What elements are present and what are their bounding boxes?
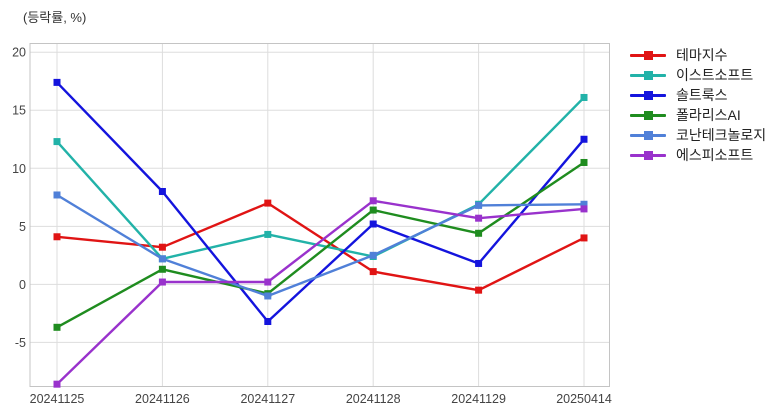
legend-line-marker-icon [630, 130, 666, 140]
legend-item-spsoft[interactable]: 에스피소프트 [630, 145, 766, 165]
legend-item-themaindex[interactable]: 테마지수 [630, 45, 766, 65]
legend-item-polarisai[interactable]: 폴라리스AI [630, 105, 766, 125]
legend-item-konantech[interactable]: 코난테크놀로지 [630, 125, 766, 145]
svg-text:20: 20 [12, 46, 26, 60]
legend-line-marker-icon [630, 110, 666, 120]
legend-line-marker-icon [630, 50, 666, 60]
svg-text:10: 10 [12, 162, 26, 176]
svg-text:20241129: 20241129 [451, 392, 506, 406]
legend-item-saltlux[interactable]: 솔트룩스 [630, 85, 766, 105]
legend-label: 테마지수 [676, 47, 728, 63]
legend-line-marker-icon [630, 70, 666, 80]
legend-label: 코난테크놀로지 [676, 127, 767, 143]
svg-text:0: 0 [19, 278, 26, 292]
legend: 테마지수 이스트소프트 솔트룩스 폴라리스AI 코난테크놀로지 에스피소프트 [630, 45, 766, 165]
svg-text:5: 5 [19, 220, 26, 234]
svg-text:20241125: 20241125 [30, 392, 85, 406]
svg-text:20241126: 20241126 [135, 392, 190, 406]
legend-line-marker-icon [630, 150, 666, 160]
svg-text:20241127: 20241127 [240, 392, 295, 406]
svg-text:15: 15 [12, 104, 26, 118]
legend-label: 에스피소프트 [676, 147, 754, 163]
legend-line-marker-icon [630, 90, 666, 100]
legend-label: 이스트소프트 [676, 67, 754, 83]
svg-text:20250414: 20250414 [556, 392, 612, 406]
legend-label: 솔트룩스 [676, 87, 728, 103]
chart-title: (등락률, %) [23, 10, 87, 25]
svg-text:-5: -5 [15, 336, 26, 350]
svg-text:20241128: 20241128 [346, 392, 401, 406]
legend-item-estsoft[interactable]: 이스트소프트 [630, 65, 766, 85]
legend-label: 폴라리스AI [676, 107, 741, 123]
